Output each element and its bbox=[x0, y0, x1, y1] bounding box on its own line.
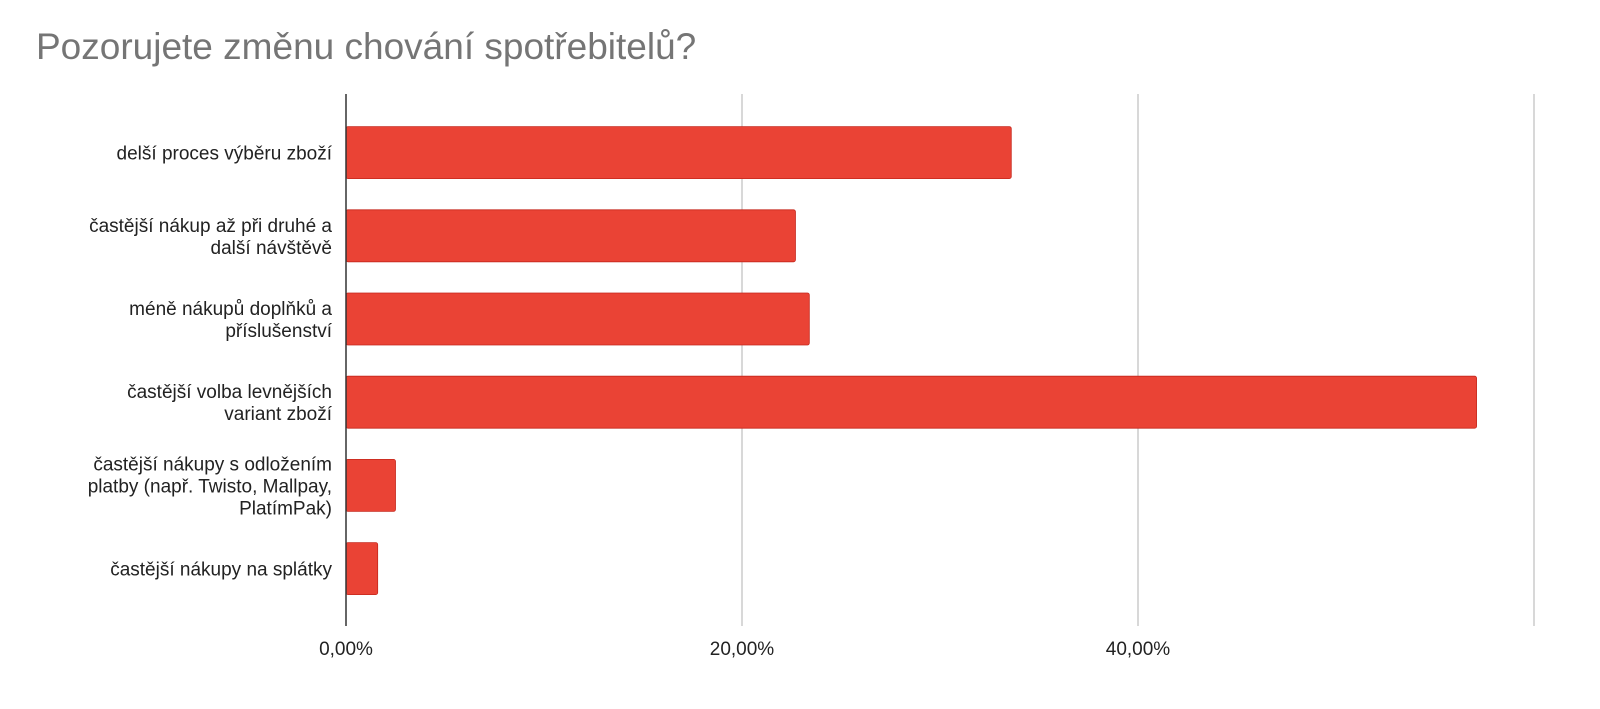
bar bbox=[345, 458, 396, 512]
x-tick-label: 40,00% bbox=[1106, 639, 1171, 660]
category-label: častější nákup až při druhé a další návšt… bbox=[89, 216, 332, 259]
x-tick-label: 20,00% bbox=[710, 639, 775, 660]
bar bbox=[345, 375, 1477, 429]
bar bbox=[345, 209, 796, 263]
category-label: častější volba levnějších variant zboží bbox=[127, 382, 333, 425]
bar bbox=[345, 126, 1012, 179]
x-tick-label: 0,00% bbox=[319, 639, 373, 660]
category-label: častější nákupy na splátky bbox=[110, 560, 332, 581]
x-tick-labels: 0,00% 20,00% 40,00% bbox=[319, 639, 1170, 660]
chart-title: Pozorujete změnu chování spotřebitelů? bbox=[36, 26, 697, 67]
category-label: delší proces výběru zboží bbox=[117, 144, 333, 165]
bar bbox=[345, 542, 379, 595]
category-label: méně nákupů doplňků a příslušenství bbox=[129, 299, 333, 342]
category-label: častější nákupy s odložením platby (např.… bbox=[88, 454, 332, 519]
bar bbox=[345, 292, 810, 346]
category-labels: delší proces výběru zboží častější nákup … bbox=[88, 144, 333, 581]
gridlines bbox=[741, 94, 1535, 626]
bars bbox=[345, 126, 1477, 595]
